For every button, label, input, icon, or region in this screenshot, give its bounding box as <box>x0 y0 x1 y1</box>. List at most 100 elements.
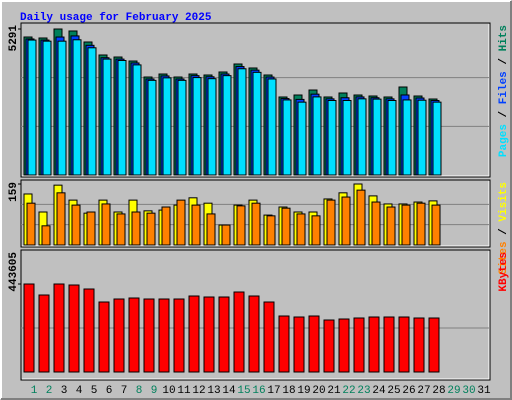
bar <box>312 96 322 176</box>
bar <box>158 298 170 373</box>
bar <box>338 318 350 373</box>
bar <box>188 295 200 373</box>
x-tick-label: 5 <box>91 385 98 397</box>
bar <box>323 319 335 373</box>
x-tick-label: 23 <box>357 385 370 397</box>
x-tick-label: 20 <box>312 385 325 397</box>
bar <box>207 78 217 176</box>
x-tick-label: 3 <box>61 385 68 397</box>
bar <box>282 99 292 176</box>
bar <box>41 225 51 246</box>
bar <box>147 79 157 176</box>
bar <box>252 71 262 176</box>
bar <box>281 207 291 246</box>
x-tick-label: 14 <box>222 385 236 397</box>
x-tick-label: 28 <box>432 385 445 397</box>
legend: Sites / Visits <box>498 182 510 274</box>
x-tick-label: 4 <box>76 385 83 397</box>
bar <box>308 315 320 373</box>
bar <box>221 224 231 246</box>
x-tick-label: 13 <box>207 385 220 397</box>
bar <box>192 77 202 176</box>
bar <box>23 283 35 373</box>
x-tick-label: 6 <box>106 385 113 397</box>
bar <box>38 294 50 373</box>
x-tick-label: 26 <box>402 385 415 397</box>
legend-entry: Files <box>498 71 510 104</box>
x-tick-label: 7 <box>121 385 128 397</box>
bar <box>176 199 186 246</box>
bar <box>57 40 67 176</box>
x-tick-label: 2 <box>46 385 53 397</box>
bar <box>326 199 336 246</box>
bar <box>102 58 112 176</box>
bar <box>402 99 412 176</box>
bar <box>42 40 52 176</box>
x-tick-label: 29 <box>447 385 460 397</box>
bar <box>311 215 321 246</box>
y-tick-label: 443605 <box>8 252 20 292</box>
bar <box>417 99 427 176</box>
bar <box>356 189 366 246</box>
bar <box>116 213 126 246</box>
bar <box>267 78 277 176</box>
bar <box>177 79 187 176</box>
bar <box>206 213 216 246</box>
bar <box>278 315 290 373</box>
x-tick-label: 18 <box>282 385 295 397</box>
chart-title: Daily usage for February 2025 <box>20 12 212 24</box>
bar <box>26 202 36 246</box>
bar <box>342 99 352 176</box>
bar <box>53 283 65 373</box>
bar <box>72 39 82 176</box>
bar <box>143 298 155 373</box>
bar <box>161 206 171 246</box>
plot-bevel <box>22 251 490 380</box>
bar <box>398 316 410 373</box>
x-tick-label: 27 <box>417 385 430 397</box>
bar <box>98 301 110 373</box>
bar <box>162 77 172 176</box>
x-tick-label: 22 <box>342 385 355 397</box>
bar <box>372 98 382 176</box>
x-tick-label: 24 <box>372 385 386 397</box>
bar <box>371 201 381 246</box>
legend-entry: Hits <box>498 25 510 51</box>
bar <box>341 196 351 246</box>
bar <box>248 295 260 373</box>
bar <box>251 202 261 246</box>
bar <box>113 298 125 373</box>
bar <box>327 99 337 176</box>
plot-bevel <box>22 181 490 247</box>
x-tick-label: 10 <box>162 385 175 397</box>
bar <box>233 291 245 373</box>
bar <box>401 204 411 246</box>
x-tick-label: 9 <box>151 385 158 397</box>
bar <box>173 298 185 373</box>
bar <box>431 204 441 246</box>
bar <box>131 211 141 246</box>
x-tick-label: 17 <box>267 385 280 397</box>
bar <box>368 316 380 373</box>
legend-separator: / <box>498 222 510 242</box>
legend-entry: KBytes <box>498 252 510 292</box>
legend-separator: / <box>498 51 510 71</box>
bar <box>27 39 37 176</box>
bar <box>236 205 246 246</box>
bar <box>416 202 426 246</box>
bar <box>68 284 80 373</box>
bar <box>357 98 367 176</box>
x-tick-label: 8 <box>136 385 143 397</box>
bar <box>297 101 307 176</box>
bar <box>86 211 96 246</box>
legend: Pages / Files / Hits <box>498 25 510 157</box>
bar <box>353 317 365 373</box>
bar <box>146 212 156 246</box>
bar <box>222 75 232 176</box>
bar <box>128 297 140 373</box>
x-tick-label: 15 <box>237 385 250 397</box>
x-tick-label: 1 <box>31 385 38 397</box>
legend-entry: Sites <box>498 241 510 274</box>
bar <box>263 301 275 373</box>
legend-separator: / <box>498 104 510 124</box>
